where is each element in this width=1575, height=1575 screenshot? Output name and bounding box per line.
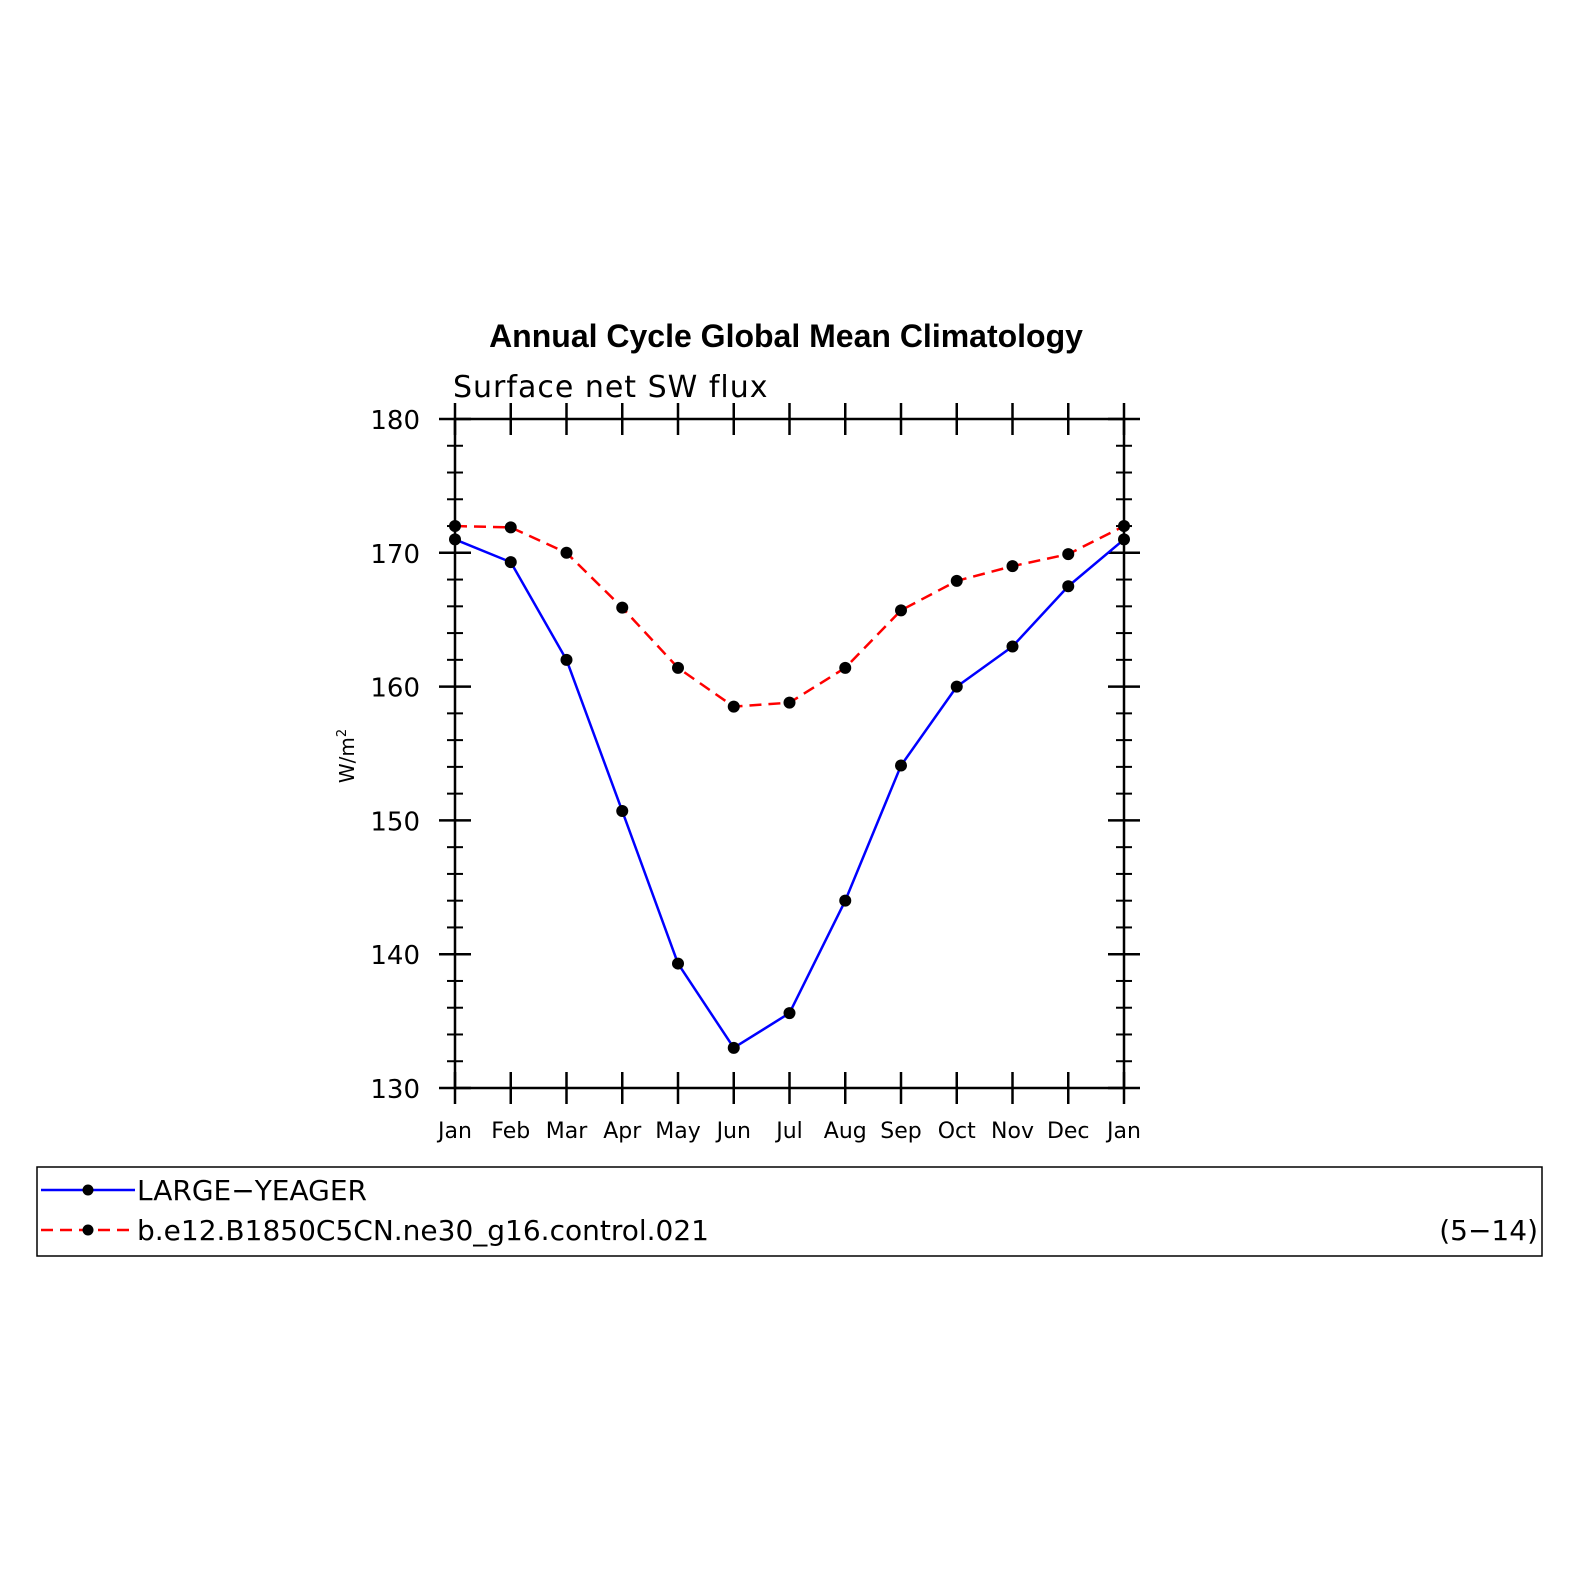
legend-label-1: b.e12.B1850C5CN.ne30_g16.control.021	[137, 1214, 709, 1247]
x-tick-label-12: Jan	[1105, 1119, 1141, 1144]
series-1-point-4	[672, 661, 684, 674]
x-tick-label-8: Sep	[880, 1119, 921, 1144]
y-tick-label-1: 140	[370, 941, 420, 971]
chart-title: Annual Cycle Global Mean Climatology	[489, 318, 1083, 354]
x-tick-label-10: Nov	[991, 1119, 1034, 1144]
y-tick-label-3: 160	[370, 674, 420, 704]
legend-annotation: (5−14)	[1439, 1214, 1538, 1247]
x-tick-label-7: Aug	[824, 1119, 867, 1144]
legend-box	[36, 1166, 1543, 1257]
y-tick-label-5: 180	[370, 406, 420, 436]
y-tick-labels: 130 140 150 160 170 180	[370, 406, 420, 1105]
x-tick-label-5: Jun	[715, 1119, 751, 1144]
series-1-point-8	[895, 604, 907, 617]
series-1-point-10	[1006, 560, 1019, 573]
legend-label-0: LARGE−YEAGER	[137, 1174, 367, 1207]
x-tick-label-9: Oct	[938, 1119, 976, 1144]
x-tick-label-2: Mar	[546, 1119, 588, 1144]
series-layer	[449, 520, 1130, 1054]
x-tick-labels: Jan Feb Mar Apr May Jun Jul Aug Sep Oct Nov Dec Jan	[436, 1119, 1141, 1144]
x-tick-label-11: Dec	[1047, 1119, 1090, 1144]
y-tick-label-4: 170	[370, 540, 420, 570]
series-0-point-12	[1118, 533, 1130, 546]
legend-marker-1	[82, 1224, 94, 1236]
plot-frame	[453, 417, 1126, 1090]
series-0-point-0	[449, 533, 461, 546]
y-tick-label-0: 130	[370, 1075, 420, 1105]
series-1-point-12	[1118, 520, 1130, 533]
x-tick-label-1: Feb	[491, 1119, 530, 1144]
series-0-point-5	[727, 1041, 740, 1054]
series-0-point-8	[895, 759, 907, 772]
chart-subtitle: Surface net SW flux	[453, 370, 769, 405]
series-1-point-3	[616, 601, 629, 614]
series-1-point-5	[727, 700, 740, 713]
series-line-0	[454, 538, 1125, 1050]
series-1-point-9	[950, 574, 963, 587]
series-line-1	[454, 524, 1125, 708]
series-0-point-10	[1006, 640, 1019, 653]
x-tick-label-6: Jul	[774, 1119, 803, 1144]
series-0-point-3	[616, 805, 629, 818]
series-0-point-2	[560, 653, 573, 666]
legend-marker-0	[82, 1184, 94, 1196]
series-1-point-11	[1062, 548, 1075, 561]
major-ticks	[439, 403, 1140, 1104]
series-0-point-9	[950, 680, 963, 693]
x-tick-label-3: Apr	[603, 1119, 642, 1144]
series-0-point-6	[783, 1007, 796, 1020]
x-tick-label-0: Jan	[436, 1119, 472, 1144]
x-tick-label-4: May	[655, 1119, 700, 1144]
series-0-point-11	[1062, 580, 1075, 593]
y-axis-label: W/m2	[335, 729, 359, 783]
series-1-point-0	[449, 520, 461, 533]
minor-ticks	[447, 444, 1132, 1063]
series-1-point-1	[504, 521, 517, 534]
series-0-point-7	[839, 894, 852, 907]
series-0-point-1	[504, 556, 517, 569]
series-1-point-2	[560, 546, 573, 559]
series-1-point-6	[783, 696, 796, 709]
series-0-point-4	[672, 957, 684, 970]
series-1-point-7	[839, 661, 852, 674]
y-tick-label-2: 150	[370, 807, 420, 837]
